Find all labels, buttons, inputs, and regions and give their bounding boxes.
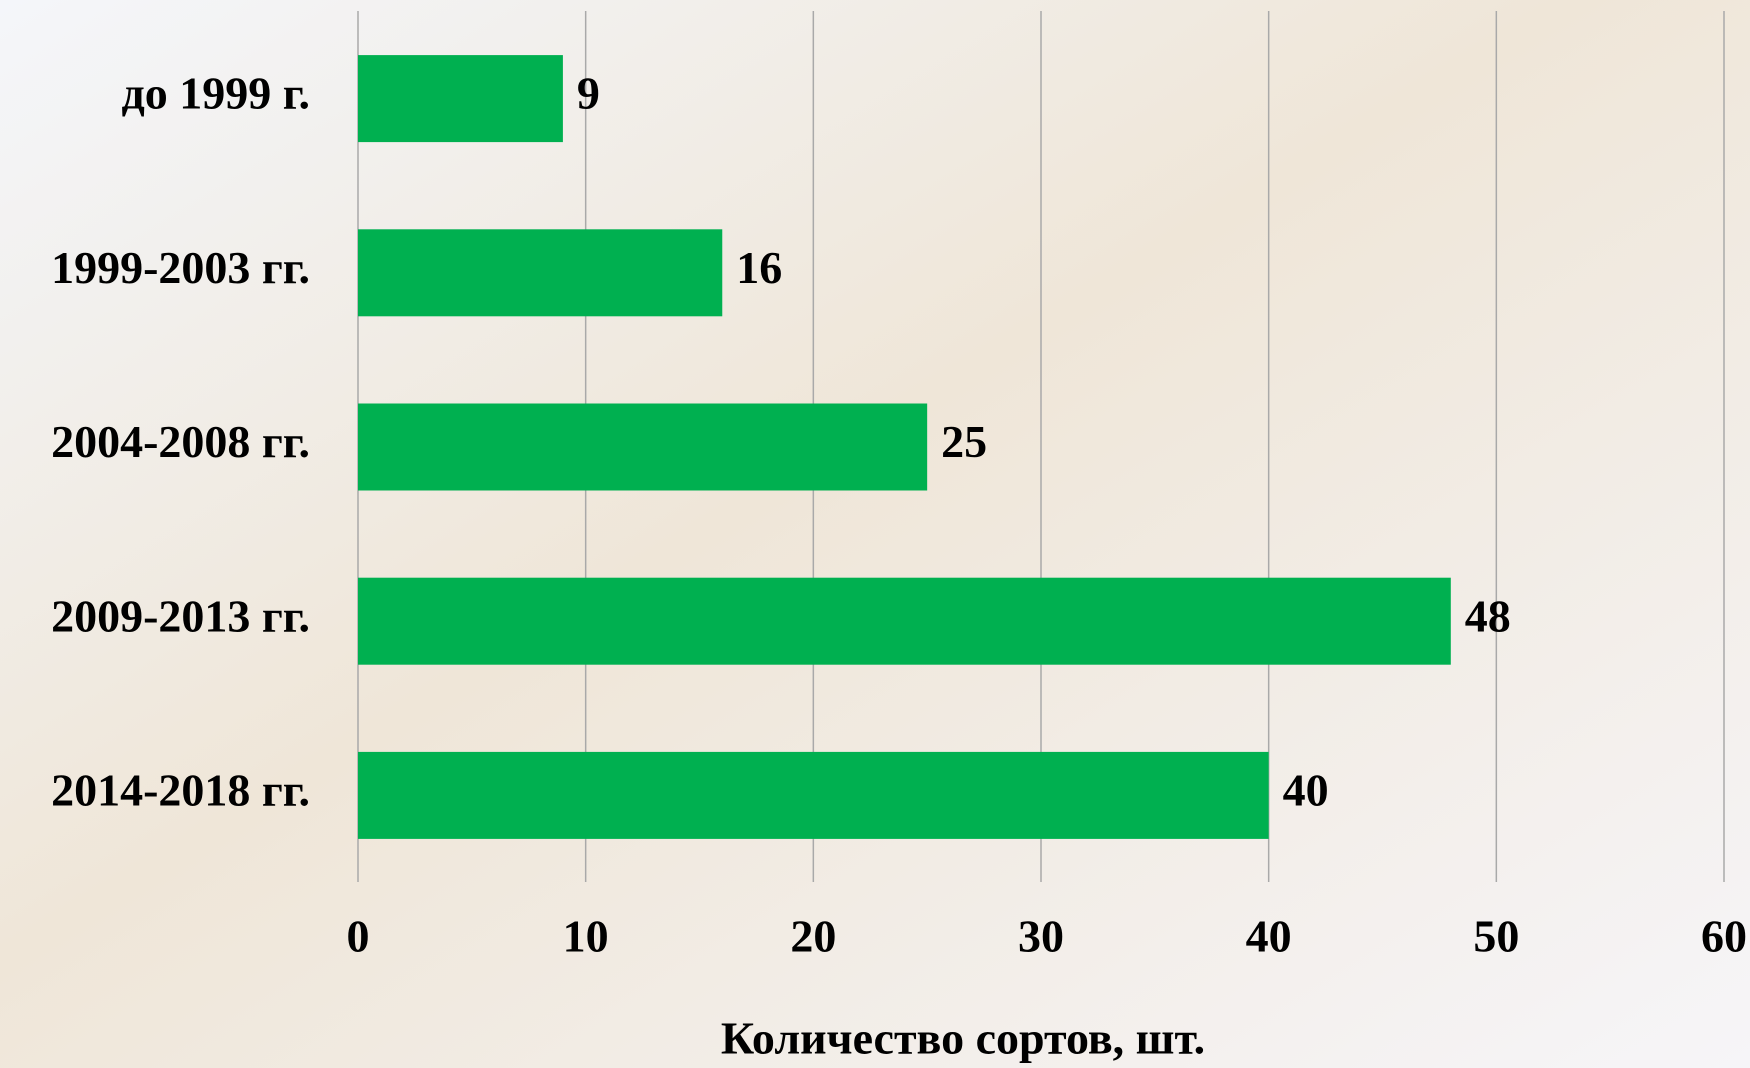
- x-tick-label: 40: [1246, 911, 1292, 962]
- x-tick-label: 30: [1018, 911, 1064, 962]
- x-tick-label: 60: [1701, 911, 1747, 962]
- y-tick-label: 2014-2018 гг.: [51, 764, 310, 815]
- x-axis-label: Количество сортов, шт.: [721, 1013, 1205, 1064]
- value-label: 25: [941, 416, 987, 467]
- value-label: 40: [1283, 764, 1329, 815]
- x-tick-label: 50: [1473, 911, 1519, 962]
- bar: [358, 55, 563, 143]
- y-tick-label: до 1999 г.: [122, 68, 310, 119]
- value-label: 9: [577, 68, 600, 119]
- x-tick-label: 0: [347, 911, 370, 962]
- bar: [358, 229, 723, 317]
- x-tick-label: 20: [790, 911, 836, 962]
- bar: [358, 751, 1269, 839]
- value-label: 16: [736, 242, 782, 293]
- value-label: 48: [1465, 590, 1511, 641]
- y-tick-label: 2004-2008 гг.: [51, 416, 310, 467]
- x-tick-label: 10: [563, 911, 609, 962]
- bar: [358, 577, 1451, 665]
- y-tick-label: 2009-2013 гг.: [51, 590, 310, 641]
- y-tick-label: 1999-2003 гг.: [51, 242, 310, 293]
- bar: [358, 403, 928, 491]
